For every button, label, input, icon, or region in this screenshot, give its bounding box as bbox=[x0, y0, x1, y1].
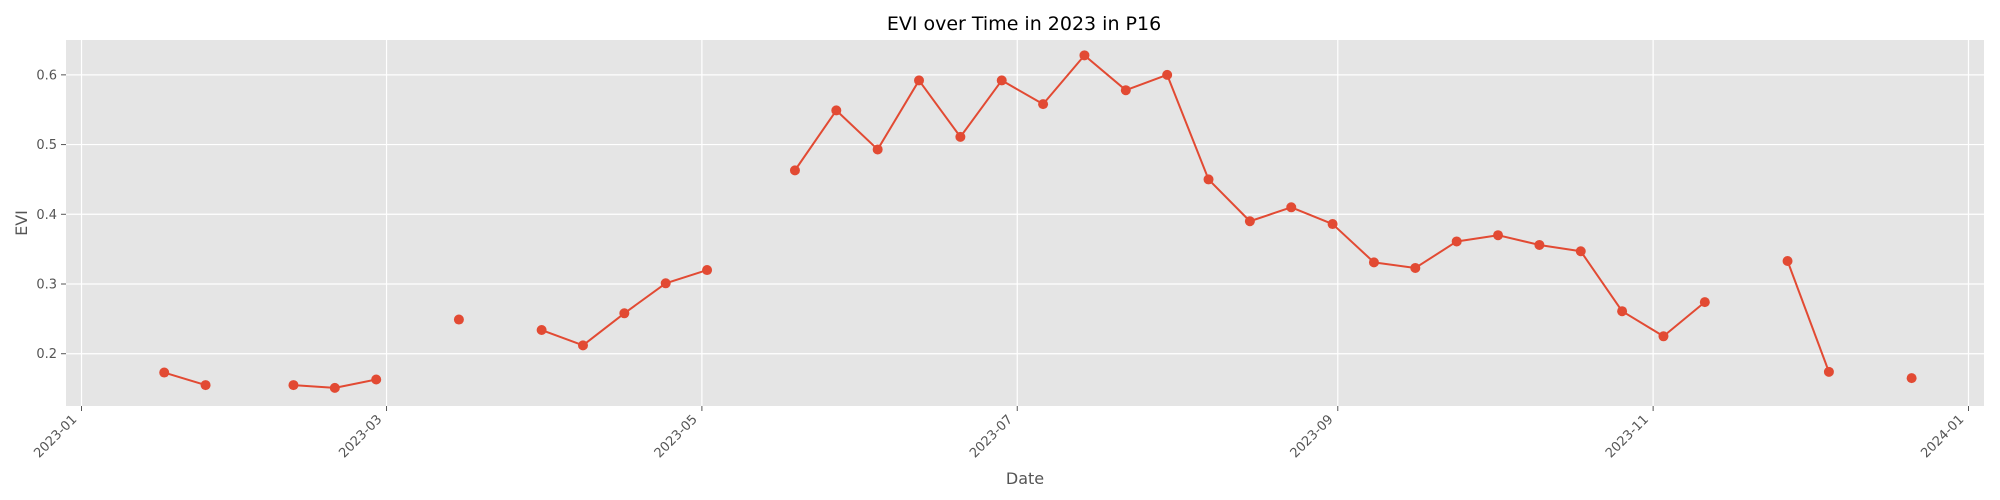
data-point bbox=[702, 265, 713, 276]
data-point bbox=[914, 75, 925, 86]
data-point bbox=[872, 144, 883, 155]
data-point bbox=[619, 308, 630, 319]
plot-area bbox=[66, 40, 1984, 406]
data-point bbox=[1162, 69, 1173, 80]
x-tick-label: 2023-07 bbox=[967, 412, 1016, 461]
x-tick-label: 2023-01 bbox=[31, 412, 80, 461]
data-point bbox=[996, 75, 1007, 86]
x-axis-label: Date bbox=[1006, 469, 1044, 488]
data-point bbox=[1286, 202, 1297, 213]
data-point bbox=[371, 374, 382, 385]
x-tick-label: 2023-03 bbox=[336, 412, 385, 461]
data-point bbox=[1617, 306, 1628, 317]
data-point bbox=[453, 314, 464, 325]
series-line-segment bbox=[163, 371, 206, 387]
data-point bbox=[1327, 219, 1338, 230]
data-point bbox=[1410, 262, 1421, 273]
data-point bbox=[329, 382, 340, 393]
y-tick-label: 0.3 bbox=[36, 278, 57, 293]
x-tick-label: 2023-09 bbox=[1288, 412, 1337, 461]
data-point bbox=[1906, 373, 1917, 384]
data-point bbox=[1120, 85, 1131, 96]
data-point bbox=[288, 380, 299, 391]
series-line-segment bbox=[1786, 260, 1830, 373]
data-point bbox=[1534, 239, 1545, 250]
data-point bbox=[1244, 216, 1255, 227]
data-point bbox=[1368, 257, 1379, 268]
y-tick-label: 0.2 bbox=[36, 347, 57, 362]
data-point bbox=[577, 340, 588, 351]
data-point bbox=[1079, 50, 1090, 61]
x-tick-label: 2023-11 bbox=[1603, 412, 1652, 461]
data-point bbox=[1823, 366, 1834, 377]
data-point bbox=[1451, 236, 1462, 247]
data-point bbox=[159, 367, 170, 378]
data-point bbox=[789, 165, 800, 176]
data-point bbox=[1038, 99, 1049, 110]
data-point bbox=[1782, 255, 1793, 266]
data-point bbox=[831, 105, 842, 116]
y-axis-label: EVI bbox=[12, 210, 31, 236]
x-tick-label: 2024-01 bbox=[1918, 412, 1967, 461]
data-point bbox=[1658, 331, 1669, 342]
data-point bbox=[955, 131, 966, 142]
evi-series bbox=[159, 50, 1917, 393]
chart-title: EVI over Time in 2023 in P16 bbox=[887, 13, 1161, 35]
data-point bbox=[536, 325, 547, 336]
y-tick-label: 0.6 bbox=[36, 68, 57, 83]
data-point bbox=[200, 380, 211, 391]
data-point bbox=[1203, 174, 1214, 185]
y-tick-label: 0.4 bbox=[36, 208, 57, 223]
x-tick-label: 2023-05 bbox=[652, 412, 701, 461]
data-point bbox=[660, 278, 671, 289]
data-point bbox=[1699, 297, 1710, 308]
data-point bbox=[1493, 230, 1504, 241]
data-point bbox=[1575, 246, 1586, 257]
y-tick-label: 0.5 bbox=[36, 138, 57, 153]
grid-lines bbox=[66, 40, 1984, 406]
